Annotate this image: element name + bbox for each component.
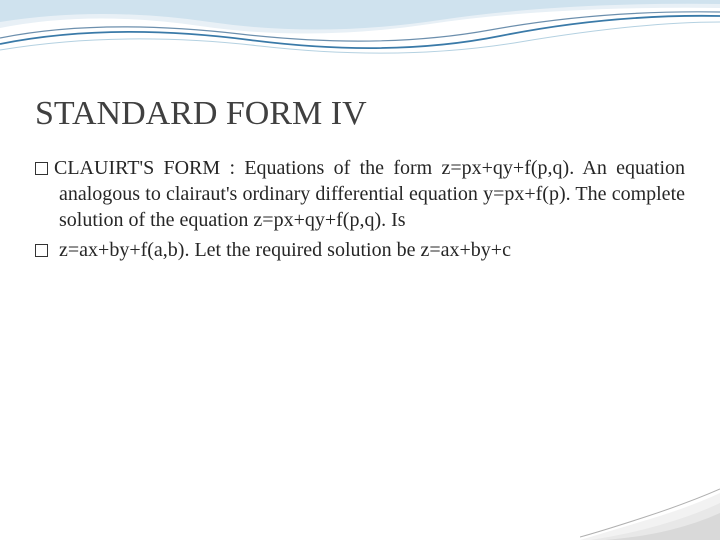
paragraph-2-text: z=ax+by+f(a,b). Let the required solutio… (54, 239, 511, 261)
wave-decoration-top (0, 0, 720, 70)
paragraph-1: CLAUIRT'S FORM : Equations of the form z… (35, 155, 685, 233)
slide-content: STANDARD FORM IV CLAUIRT'S FORM : Equati… (35, 95, 685, 263)
hollow-square-bullet-icon (35, 162, 48, 175)
corner-decoration-bottom-right (580, 475, 720, 540)
hollow-square-bullet-icon (35, 244, 48, 257)
paragraph-2: z=ax+by+f(a,b). Let the required solutio… (35, 237, 685, 263)
paragraph-1-text: CLAUIRT'S FORM : Equations of the form z… (54, 157, 685, 231)
slide-container: STANDARD FORM IV CLAUIRT'S FORM : Equati… (0, 0, 720, 540)
slide-body: CLAUIRT'S FORM : Equations of the form z… (35, 155, 685, 263)
slide-title: STANDARD FORM IV (35, 95, 685, 133)
